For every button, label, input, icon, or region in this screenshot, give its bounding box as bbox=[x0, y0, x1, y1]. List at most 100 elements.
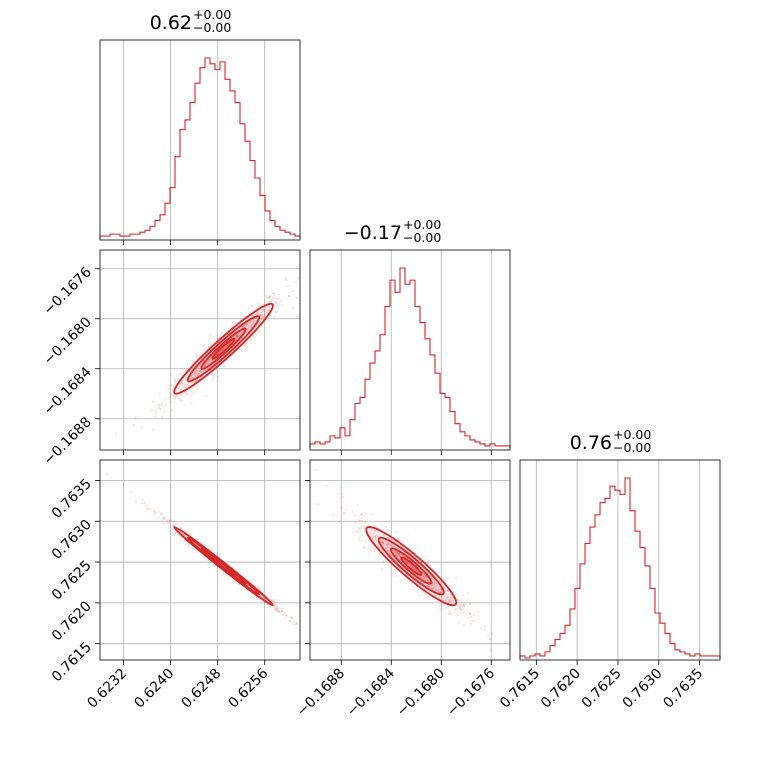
title-plus: +0.00 bbox=[403, 217, 441, 232]
scatter-point bbox=[413, 568, 416, 571]
scatter-point bbox=[366, 517, 369, 520]
scatter-point bbox=[370, 528, 373, 531]
scatter-point bbox=[250, 325, 253, 329]
scatter-point bbox=[450, 600, 453, 603]
scatter-point bbox=[490, 632, 493, 635]
scatter-point bbox=[372, 549, 376, 553]
scatter-point bbox=[307, 633, 309, 635]
scatter-point bbox=[187, 384, 190, 387]
scatter-point bbox=[250, 323, 253, 326]
scatter-point bbox=[414, 568, 417, 571]
scatter-point bbox=[145, 507, 149, 510]
scatter-point bbox=[396, 552, 399, 555]
scatter-point bbox=[207, 547, 211, 550]
scatter-point bbox=[371, 537, 375, 540]
scatter-point bbox=[445, 607, 448, 610]
scatter-point bbox=[463, 604, 466, 607]
scatter-point bbox=[420, 577, 424, 580]
scatter-point bbox=[183, 541, 186, 544]
scatter-point bbox=[268, 319, 271, 323]
scatter-point bbox=[270, 298, 274, 301]
scatter-point bbox=[163, 410, 166, 413]
scatter-point bbox=[437, 591, 441, 594]
scatter-point bbox=[458, 601, 461, 604]
scatter-point bbox=[404, 560, 408, 563]
scatter-point bbox=[427, 584, 430, 588]
scatter-point bbox=[470, 615, 473, 618]
scatter-point bbox=[443, 587, 446, 590]
scatter-point bbox=[188, 543, 191, 546]
scatter-point bbox=[439, 588, 443, 591]
scatter-point bbox=[257, 329, 260, 332]
scatter-point bbox=[197, 373, 200, 376]
scatter-point bbox=[255, 313, 258, 316]
scatter-point bbox=[169, 395, 172, 398]
scatter-point bbox=[432, 578, 435, 581]
scatter-point bbox=[439, 591, 442, 594]
scatter-point bbox=[275, 607, 279, 610]
scatter-point bbox=[422, 576, 426, 580]
scatter-point bbox=[278, 302, 281, 305]
scatter-point bbox=[277, 297, 280, 300]
y-tick-label: 0.7625 bbox=[49, 558, 95, 604]
scatter-point bbox=[114, 432, 118, 435]
scatter-point bbox=[235, 334, 238, 337]
scatter-point bbox=[263, 309, 266, 312]
scatter-point bbox=[158, 407, 162, 410]
scatter-point bbox=[424, 576, 427, 579]
scatter-point bbox=[216, 375, 219, 378]
scatter-point bbox=[275, 607, 279, 610]
scatter-point bbox=[449, 597, 453, 601]
scatter-point bbox=[232, 319, 235, 323]
scatter-point bbox=[153, 415, 157, 418]
scatter-point bbox=[429, 562, 433, 565]
scatter-point bbox=[364, 520, 367, 524]
scatter-point bbox=[437, 589, 441, 593]
x-tick-label: 0.7625 bbox=[579, 666, 625, 712]
scatter-point bbox=[186, 530, 189, 533]
scatter-point bbox=[456, 597, 460, 600]
scatter-point bbox=[204, 394, 207, 398]
scatter-point bbox=[240, 312, 243, 316]
scatter-point bbox=[153, 409, 156, 412]
scatter-point bbox=[434, 589, 437, 592]
scatter-point bbox=[357, 526, 360, 530]
scatter-point bbox=[281, 613, 285, 616]
scatter-point bbox=[398, 552, 401, 555]
scatter-point bbox=[155, 410, 159, 413]
y-tick-label: 0.7620 bbox=[49, 598, 95, 644]
scatter-point bbox=[210, 378, 213, 382]
scatter-point bbox=[446, 596, 449, 599]
scatter-point bbox=[197, 372, 200, 375]
scatter-point bbox=[380, 568, 383, 571]
scatter-point bbox=[353, 530, 356, 534]
scatter-point bbox=[450, 598, 453, 602]
scatter-point bbox=[242, 325, 245, 328]
scatter-point bbox=[159, 408, 162, 411]
scatter-point bbox=[396, 537, 399, 541]
scatter-point bbox=[159, 403, 162, 406]
scatter-point bbox=[365, 537, 368, 541]
scatter-point bbox=[280, 298, 283, 301]
scatter-point bbox=[276, 610, 279, 613]
scatter-point bbox=[164, 404, 167, 407]
histogram-1 bbox=[309, 267, 511, 448]
scatter-point bbox=[190, 393, 193, 396]
scatter-point bbox=[359, 527, 362, 530]
scatter-point bbox=[432, 583, 436, 586]
scatter-point bbox=[277, 609, 280, 612]
scatter-point bbox=[459, 604, 463, 607]
scatter-point bbox=[160, 512, 163, 516]
scatter-point bbox=[199, 369, 202, 372]
scatter-point bbox=[191, 376, 194, 379]
scatter-point bbox=[421, 574, 425, 577]
scatter-point bbox=[426, 580, 429, 583]
panel-grid bbox=[340, 250, 492, 450]
scatter-point bbox=[483, 628, 487, 631]
scatter-point bbox=[439, 608, 442, 611]
scatter-point bbox=[269, 295, 272, 298]
scatter-point bbox=[380, 524, 383, 527]
scatter-point bbox=[336, 500, 339, 503]
scatter-point bbox=[373, 524, 377, 527]
